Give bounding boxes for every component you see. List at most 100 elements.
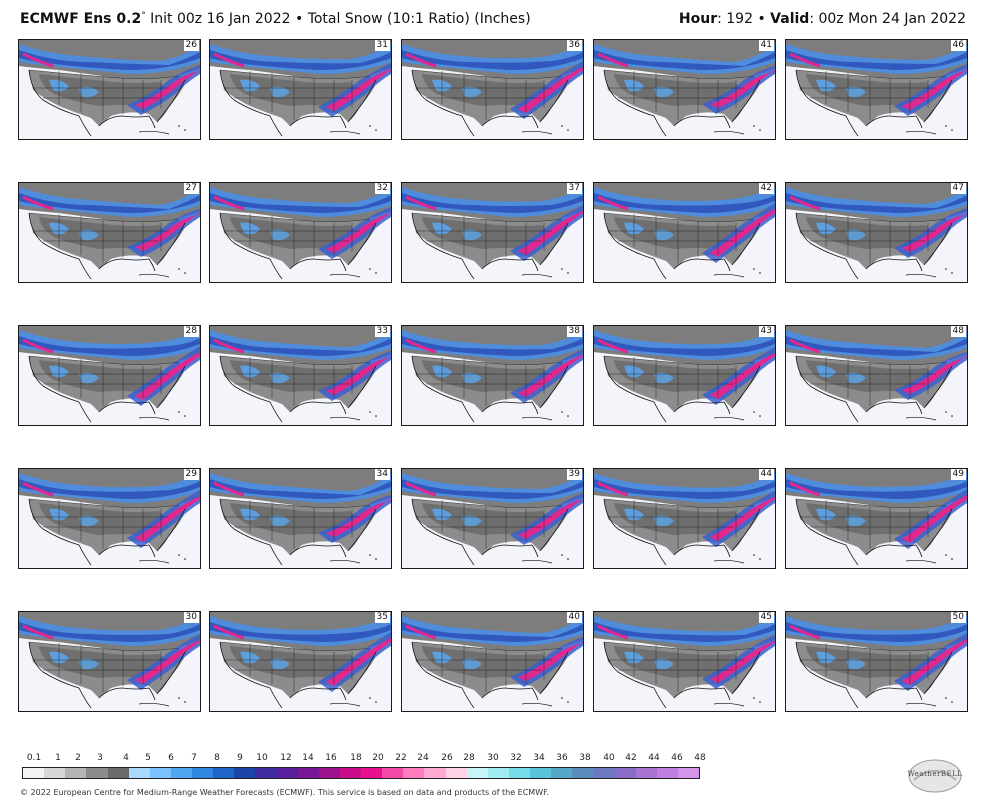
member-number: 42 bbox=[758, 183, 774, 194]
colorbar-swatch bbox=[403, 768, 425, 778]
legend-tick-label: 24 bbox=[417, 753, 429, 763]
member-number: 35 bbox=[374, 612, 390, 623]
legend-tick-label: 3 bbox=[97, 753, 103, 763]
colorbar-swatch bbox=[318, 768, 340, 778]
colorbar-swatch bbox=[361, 768, 383, 778]
ensemble-member-panel: 49 bbox=[785, 468, 968, 569]
legend-tick-label: 14 bbox=[302, 753, 314, 763]
legend-tick-label: 42 bbox=[625, 753, 637, 763]
snow-colorbar bbox=[22, 767, 700, 779]
snowfall-map bbox=[19, 183, 200, 282]
colorbar-swatch bbox=[128, 768, 150, 778]
ensemble-member-panel: 41 bbox=[593, 39, 776, 140]
legend-tick-label: 1 bbox=[55, 753, 61, 763]
model-name: ECMWF Ens 0.2 bbox=[20, 11, 142, 27]
colorbar-swatch bbox=[255, 768, 277, 778]
member-number: 39 bbox=[566, 469, 582, 480]
legend-tick-label: 20 bbox=[372, 753, 384, 763]
title-separator-right: • bbox=[757, 11, 766, 27]
legend-tick-label: 2 bbox=[75, 753, 81, 763]
legend-tick-labels: 0.1 1 2 3 4 5 6 7 8 9 10 12 14 16 18 20 22 24 26 28 30 32 34 36… bbox=[22, 753, 706, 765]
snowfall-map bbox=[786, 183, 967, 282]
ensemble-member-panel: 27 bbox=[18, 182, 201, 283]
snowfall-map bbox=[594, 469, 775, 568]
colorbar-swatch bbox=[149, 768, 171, 778]
member-number: 32 bbox=[374, 183, 390, 194]
legend-tick-label: 8 bbox=[214, 753, 220, 763]
map-title: ECMWF Ens 0.2° Init 00z 16 Jan 2022 • To… bbox=[20, 11, 531, 27]
member-number: 27 bbox=[183, 183, 199, 194]
ensemble-member-panel: 26 bbox=[18, 39, 201, 140]
snowfall-map bbox=[19, 40, 200, 139]
snowfall-map bbox=[786, 612, 967, 711]
legend-tick-label: 34 bbox=[533, 753, 545, 763]
colorbar-swatch bbox=[551, 768, 573, 778]
ensemble-member-panel: 42 bbox=[593, 182, 776, 283]
member-number: 48 bbox=[950, 326, 966, 337]
colorbar-swatch bbox=[656, 768, 678, 778]
hour-value: : 192 bbox=[717, 11, 753, 27]
legend-tick-label: 32 bbox=[510, 753, 522, 763]
legend-tick-label: 48 bbox=[694, 753, 706, 763]
ensemble-member-panel: 29 bbox=[18, 468, 201, 569]
ensemble-member-panel: 36 bbox=[401, 39, 584, 140]
member-number: 28 bbox=[183, 326, 199, 337]
ensemble-member-panel: 30 bbox=[18, 611, 201, 712]
snowfall-map bbox=[402, 183, 583, 282]
legend-tick-label: 46 bbox=[671, 753, 683, 763]
member-number: 49 bbox=[950, 469, 966, 480]
logo-text: WeatherBELL bbox=[907, 770, 963, 778]
member-number: 45 bbox=[758, 612, 774, 623]
ensemble-member-panel: 48 bbox=[785, 325, 968, 426]
product-name: Total Snow (10:1 Ratio) (Inches) bbox=[307, 11, 531, 27]
legend-tick-label: 7 bbox=[191, 753, 197, 763]
colorbar-swatch bbox=[614, 768, 636, 778]
valid-value: : 00z Mon 24 Jan 2022 bbox=[809, 11, 966, 27]
legend-tick-label: 30 bbox=[487, 753, 499, 763]
snowfall-map bbox=[210, 612, 391, 711]
legend-tick-label: 10 bbox=[256, 753, 268, 763]
snowfall-map bbox=[786, 326, 967, 425]
legend-tick-label: 18 bbox=[350, 753, 362, 763]
snowfall-map bbox=[402, 612, 583, 711]
snowfall-map bbox=[19, 469, 200, 568]
title-separator: • bbox=[294, 11, 304, 27]
legend-tick-label: 9 bbox=[237, 753, 243, 763]
snowfall-map bbox=[594, 612, 775, 711]
snowfall-map bbox=[402, 326, 583, 425]
legend-tick-label: 6 bbox=[168, 753, 174, 763]
ensemble-member-panel: 33 bbox=[209, 325, 392, 426]
colorbar-swatch bbox=[593, 768, 615, 778]
valid-time-info: Hour: 192 • Valid: 00z Mon 24 Jan 2022 bbox=[679, 11, 966, 27]
ensemble-member-panel: 35 bbox=[209, 611, 392, 712]
snowfall-map bbox=[19, 326, 200, 425]
legend-tick-label: 28 bbox=[463, 753, 475, 763]
legend-tick-label: 0.1 bbox=[26, 753, 42, 763]
snowfall-map bbox=[19, 612, 200, 711]
ensemble-member-panel: 39 bbox=[401, 468, 584, 569]
colorbar-swatch bbox=[44, 768, 66, 778]
legend-tick-label: 40 bbox=[603, 753, 615, 763]
snowfall-map bbox=[786, 469, 967, 568]
snowfall-map bbox=[594, 40, 775, 139]
snowfall-map bbox=[210, 40, 391, 139]
member-number: 47 bbox=[950, 183, 966, 194]
legend-tick-label: 38 bbox=[579, 753, 591, 763]
ensemble-member-panel: 47 bbox=[785, 182, 968, 283]
ensemble-member-panel: 40 bbox=[401, 611, 584, 712]
member-number: 26 bbox=[183, 40, 199, 51]
snowfall-map bbox=[402, 40, 583, 139]
legend-tick-label: 22 bbox=[395, 753, 407, 763]
member-number: 29 bbox=[183, 469, 199, 480]
snowfall-map bbox=[210, 469, 391, 568]
colorbar-swatch bbox=[23, 768, 45, 778]
weatherbell-logo: WeatherBELL bbox=[904, 756, 966, 796]
degree-symbol: ° bbox=[141, 11, 146, 21]
member-number: 31 bbox=[374, 40, 390, 51]
colorbar-swatch bbox=[213, 768, 235, 778]
colorbar-swatch bbox=[297, 768, 319, 778]
member-number: 37 bbox=[566, 183, 582, 194]
colorbar-swatch bbox=[86, 768, 108, 778]
colorbar-swatch bbox=[487, 768, 509, 778]
colorbar-swatch bbox=[234, 768, 256, 778]
